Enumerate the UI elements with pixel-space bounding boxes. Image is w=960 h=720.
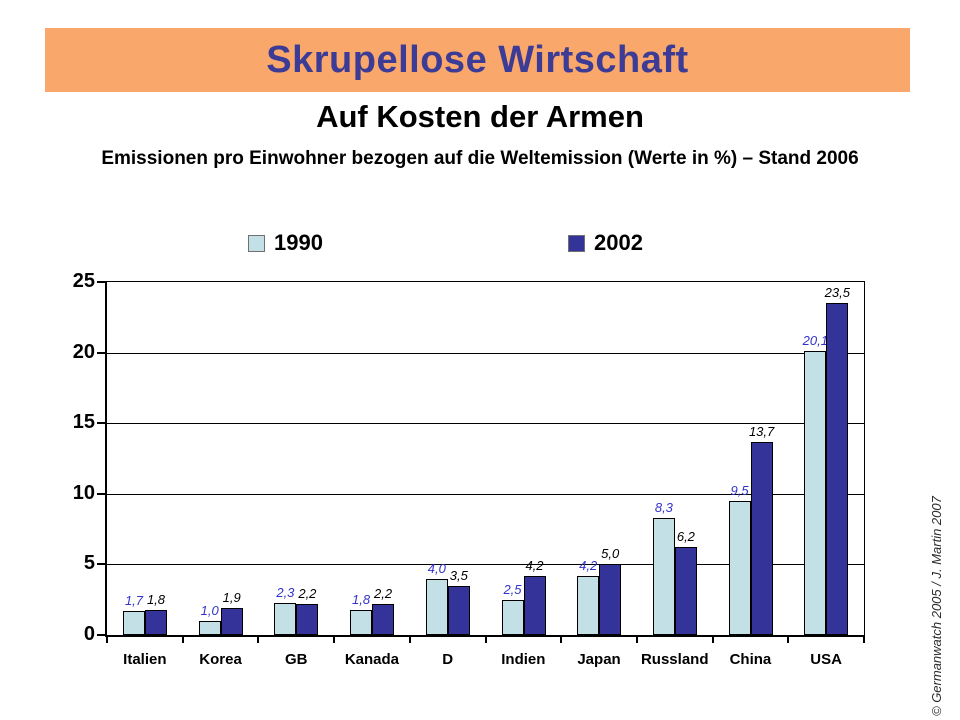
category-label-China: China <box>729 651 772 668</box>
y-axis-label-0: 0 <box>83 623 95 645</box>
x-tick-0 <box>106 635 108 643</box>
bar-2002-China <box>750 442 773 635</box>
legend-swatch-1990 <box>248 234 265 252</box>
x-tick-10 <box>863 635 865 643</box>
value-label-2002-China: 13,7 <box>748 424 775 439</box>
bar-2002-GB <box>296 604 319 635</box>
value-label-2002-Korea: 1,9 <box>222 590 241 605</box>
bar-2002-Russland <box>674 547 697 635</box>
value-label-1990-GB: 2,3 <box>276 585 295 600</box>
value-label-2002-Kanada: 2,2 <box>374 586 393 601</box>
bar-2002-Italien <box>145 610 167 635</box>
value-label-1990-Russland: 8,3 <box>654 500 673 515</box>
bar-2002-Indien <box>523 576 546 635</box>
x-tick-3 <box>333 635 335 643</box>
value-label-2002-Italien: 1,8 <box>146 592 166 607</box>
banner-title: Skrupellose Wirtschaft <box>266 38 689 81</box>
category-label-Korea: Korea <box>199 651 242 668</box>
value-label-2002-GB: 2,2 <box>298 586 317 601</box>
category-label-Italien: Italien <box>123 651 167 668</box>
x-tick-7 <box>636 635 638 643</box>
bar-1990-Indien <box>501 600 524 635</box>
chart-description: Emissionen pro Einwohner bezogen auf die… <box>101 148 859 169</box>
bar-1990-Russland <box>652 518 675 635</box>
x-tick-4 <box>409 635 411 643</box>
bar-2002-D <box>447 586 470 635</box>
bar-1990-D <box>425 579 448 635</box>
y-axis-label-15: 15 <box>72 411 95 434</box>
value-label-1990-Japan: 4,2 <box>579 558 598 573</box>
value-label-1990-Kanada: 1,8 <box>352 592 371 607</box>
bar-1990-Korea <box>198 621 221 635</box>
bar-2002-Korea <box>220 608 243 635</box>
category-label-Indien: Indien <box>501 651 546 668</box>
gridline-15 <box>107 423 864 425</box>
bar-1990-Italien <box>123 611 145 635</box>
legend-swatch-2002 <box>568 234 585 252</box>
bar-1990-USA <box>804 351 827 635</box>
x-tick-5 <box>485 635 487 643</box>
y-axis-label-5: 5 <box>83 552 95 575</box>
y-axis: 0 5 10 15 20 25 <box>30 270 95 645</box>
value-label-1990-China: 9,5 <box>730 483 749 498</box>
y-axis-label-20: 20 <box>72 340 95 363</box>
x-tick-6 <box>560 635 562 643</box>
legend-label-2002: 2002 <box>594 230 643 255</box>
y-tick-20 <box>97 351 105 354</box>
bar-2002-Kanada <box>372 604 395 635</box>
gridline-10 <box>107 493 864 495</box>
y-tick-10 <box>97 492 105 495</box>
value-label-2002-Japan: 5,0 <box>601 546 620 561</box>
bar-1990-China <box>728 501 751 635</box>
x-tick-2 <box>257 635 259 643</box>
category-label-Russland: Russland <box>640 651 709 668</box>
value-label-1990-USA: 20,1 <box>802 333 828 348</box>
category-label-USA: USA <box>810 651 842 668</box>
bar-1990-GB <box>274 603 297 635</box>
chart-legend: 1990 2002 <box>0 230 960 256</box>
copyright-note: © Germanwatch 2005 / J. Martin 2007 <box>929 496 944 716</box>
bar-2002-USA <box>826 303 849 635</box>
legend-item-1990: 1990 <box>248 230 323 256</box>
y-axis-label-25: 25 <box>72 270 95 292</box>
category-label-Japan: Japan <box>577 651 621 668</box>
y-axis-label-10: 10 <box>72 481 95 504</box>
title-banner: Skrupellose Wirtschaft <box>45 28 910 92</box>
y-tick-5 <box>97 563 105 566</box>
x-tick-9 <box>787 635 789 643</box>
value-label-1990-D: 4,0 <box>427 561 446 576</box>
value-label-1990-Indien: 2,5 <box>503 582 522 597</box>
value-label-2002-USA: 23,5 <box>824 285 850 300</box>
value-label-2002-Russland: 6,2 <box>676 529 695 544</box>
x-tick-8 <box>712 635 714 643</box>
y-tick-0 <box>97 634 105 636</box>
bar-2002-Japan <box>599 564 622 635</box>
category-label-GB: GB <box>284 651 308 668</box>
value-label-2002-Indien: 4,2 <box>525 558 544 573</box>
bar-1990-Japan <box>577 576 600 635</box>
category-label-Kanada: Kanada <box>344 651 400 668</box>
bar-1990-Kanada <box>350 610 373 635</box>
x-tick-1 <box>182 635 184 643</box>
slide-subtitle: Auf Kosten der Armen <box>316 99 644 134</box>
value-label-2002-D: 3,5 <box>449 568 468 583</box>
value-label-1990-Korea: 1,0 <box>200 603 219 618</box>
legend-item-2002: 2002 <box>568 230 643 256</box>
plot-area: Italien 1,7 1,8 Korea 1,0 1,9 GB 2,3 2,2 Kanada 1,… <box>97 281 865 668</box>
y-tick-15 <box>97 422 105 425</box>
gridline-5 <box>107 564 864 566</box>
gridline-20 <box>107 352 864 354</box>
legend-label-1990: 1990 <box>274 230 323 255</box>
category-label-D: D <box>442 651 454 668</box>
value-label-1990-Italien: 1,7 <box>124 593 144 608</box>
y-tick-25 <box>97 281 105 283</box>
